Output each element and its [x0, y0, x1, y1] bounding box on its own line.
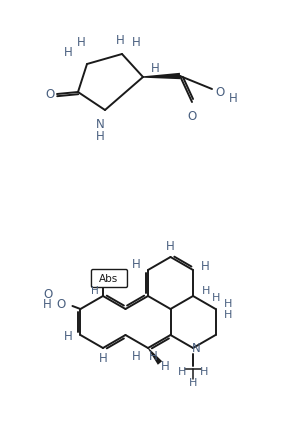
Text: H: H	[132, 259, 140, 271]
Text: H: H	[178, 367, 186, 377]
Text: H: H	[151, 62, 159, 76]
Text: N: N	[95, 118, 104, 132]
Text: H: H	[202, 286, 210, 296]
Text: H: H	[200, 367, 208, 377]
Text: H: H	[77, 35, 85, 49]
Text: H: H	[212, 293, 220, 303]
Text: O: O	[57, 298, 66, 312]
Text: H: H	[224, 299, 233, 309]
Text: H: H	[116, 34, 124, 46]
Text: H: H	[189, 378, 197, 388]
Text: O: O	[45, 88, 55, 100]
Text: H: H	[64, 329, 73, 343]
Text: H: H	[99, 353, 107, 366]
Polygon shape	[148, 348, 162, 365]
Text: H: H	[91, 286, 99, 296]
Text: H: H	[229, 92, 237, 106]
Text: H: H	[161, 359, 169, 373]
Text: H: H	[95, 130, 104, 144]
Text: H: H	[201, 259, 209, 273]
Text: H: H	[224, 310, 233, 320]
Text: H: H	[132, 351, 140, 363]
FancyBboxPatch shape	[91, 270, 127, 287]
Text: H: H	[149, 351, 157, 363]
Text: O: O	[44, 289, 53, 301]
Polygon shape	[143, 73, 180, 79]
Text: H: H	[43, 297, 52, 310]
Text: H: H	[166, 240, 175, 252]
Text: H: H	[132, 35, 140, 49]
Text: H: H	[64, 46, 72, 58]
Text: N: N	[192, 342, 200, 354]
Text: O: O	[187, 110, 196, 122]
Text: O: O	[216, 85, 225, 99]
Text: Abs: Abs	[99, 274, 119, 284]
